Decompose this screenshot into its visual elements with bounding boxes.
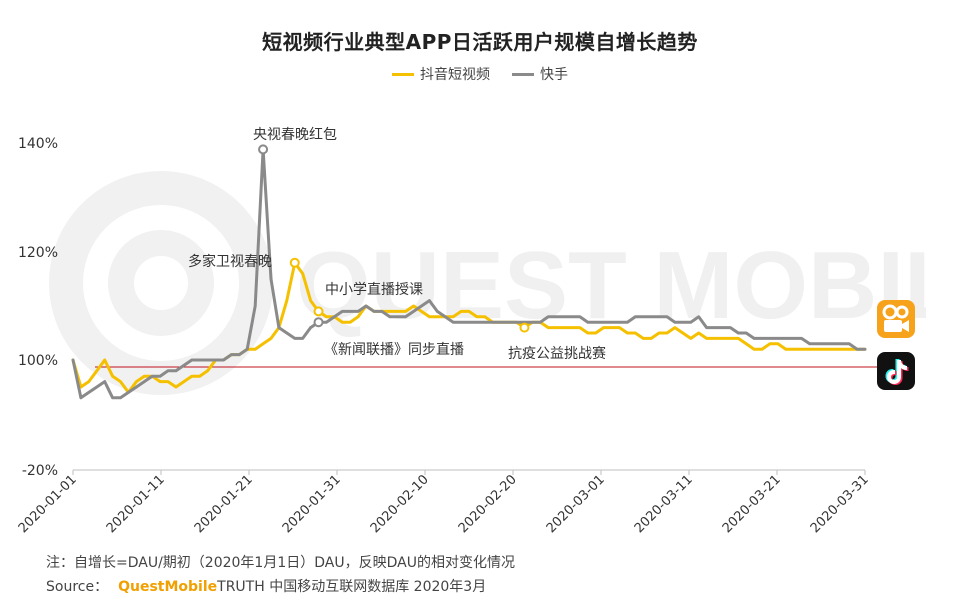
x-tick-label: 2020-01-31 <box>280 472 344 536</box>
x-tick-label: 2020-03-01 <box>544 472 608 536</box>
legend: 抖音短视频 快手 <box>0 64 960 84</box>
kuaishou-logo-icon <box>877 300 915 338</box>
annotation-label: 抗疫公益挑战赛 <box>508 346 606 362</box>
plot-area: 140%120%100%-20% 2020-01-01 2020-01-11 202… <box>16 127 880 536</box>
annotation-marker <box>289 257 300 268</box>
legend-label-douyin: 抖音短视频 <box>420 67 490 83</box>
x-tick-label: 2020-02-10 <box>368 472 432 536</box>
annotation-marker <box>258 144 269 155</box>
legend-item-kuaishou[interactable]: 快手 <box>512 64 568 84</box>
y-axis-labels: 140% 120% 100% -20% <box>18 136 58 479</box>
x-tick-label: 2020-03-11 <box>632 472 696 536</box>
douyin-logo-icon <box>877 352 915 390</box>
annotation-marker <box>313 306 324 317</box>
x-tick-label: 2020-01-21 <box>192 472 256 536</box>
y-tick-label: 100% <box>18 353 58 369</box>
x-tick-label: 2020-01-01 <box>16 472 80 536</box>
x-axis: 2020-01-01 2020-01-11 2020-01-21 2020-01-31… <box>16 469 872 536</box>
annotation-label: 《新闻联播》同步直播 <box>324 341 464 358</box>
x-tick-label: 2020-03-21 <box>720 472 784 536</box>
annotation-label: 央视春晚红包 <box>253 127 337 143</box>
y-tick-label: 120% <box>18 245 58 261</box>
source-label: Source： <box>46 579 109 595</box>
x-tick-label: 2020-03-31 <box>808 472 872 536</box>
annotation-marker <box>313 317 324 328</box>
source-brand: QuestMobile <box>118 579 218 595</box>
series-line-douyin <box>71 261 867 394</box>
annotation-marker <box>519 322 530 333</box>
legend-item-douyin[interactable]: 抖音短视频 <box>392 64 490 84</box>
annotation-label: 多家卫视春晚 <box>188 253 272 270</box>
y-tick-label: 140% <box>18 136 58 152</box>
source-rest: TRUTH 中国移动互联网数据库 2020年3月 <box>217 579 487 595</box>
footnote: 注：自增长=DAU/期初（2020年1月1日）DAU，反映DAU的相对变化情况 <box>46 555 515 571</box>
x-tick-label: 2020-01-11 <box>104 472 168 536</box>
legend-swatch-douyin <box>392 72 414 76</box>
legend-swatch-kuaishou <box>512 72 534 76</box>
series-line-kuaishou <box>71 147 867 400</box>
legend-label-kuaishou: 快手 <box>540 67 568 83</box>
y-tick-label: -20% <box>22 463 58 479</box>
series-lines <box>71 147 867 400</box>
x-tick-label: 2020-02-20 <box>456 472 520 536</box>
source-line: Source： QuestMobileTRUTH 中国移动互联网数据库 2020年… <box>46 576 486 596</box>
chart-title: 短视频行业典型APP日活跃用户规模自增长趋势 <box>262 30 698 54</box>
annotation-label: 中小学直播授课 <box>325 281 423 298</box>
